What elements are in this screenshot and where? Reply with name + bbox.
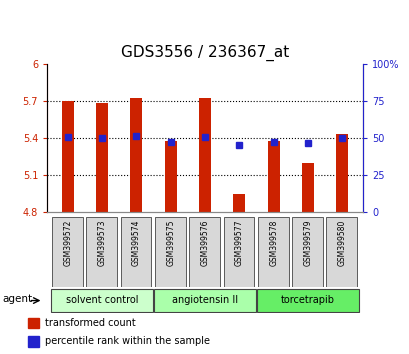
Text: solvent control: solvent control [65,295,138,305]
Bar [120,217,151,287]
Text: transformed count: transformed count [45,318,135,328]
Text: angiotensin II: angiotensin II [171,295,238,305]
Text: GSM399577: GSM399577 [234,219,243,266]
Bar [130,98,142,212]
Bar [51,289,153,312]
Bar [326,217,357,287]
Bar [86,217,117,287]
Text: GSM399579: GSM399579 [303,219,312,266]
Text: agent: agent [2,294,32,304]
Bar [223,217,254,287]
Bar [335,134,347,212]
Text: GSM399578: GSM399578 [268,219,277,266]
Bar [164,141,176,212]
Title: GDS3556 / 236367_at: GDS3556 / 236367_at [121,45,288,61]
Bar [28,336,39,347]
Bar [256,289,358,312]
Bar [189,217,220,287]
Bar [233,194,245,212]
Text: GSM399574: GSM399574 [132,219,141,266]
Bar [301,163,313,212]
Bar [257,217,288,287]
Text: percentile rank within the sample: percentile rank within the sample [45,336,209,346]
Bar [198,98,211,212]
Bar [96,103,108,212]
Bar [28,318,39,328]
Bar [154,289,255,312]
Text: GSM399573: GSM399573 [97,219,106,266]
Bar [62,101,74,212]
Text: GSM399576: GSM399576 [200,219,209,266]
Bar [267,141,279,212]
Text: GSM399572: GSM399572 [63,219,72,266]
Bar [52,217,83,287]
Text: GSM399580: GSM399580 [337,219,346,266]
Bar [155,217,185,287]
Text: GSM399575: GSM399575 [166,219,175,266]
Bar [292,217,322,287]
Text: torcetrapib: torcetrapib [280,295,334,305]
